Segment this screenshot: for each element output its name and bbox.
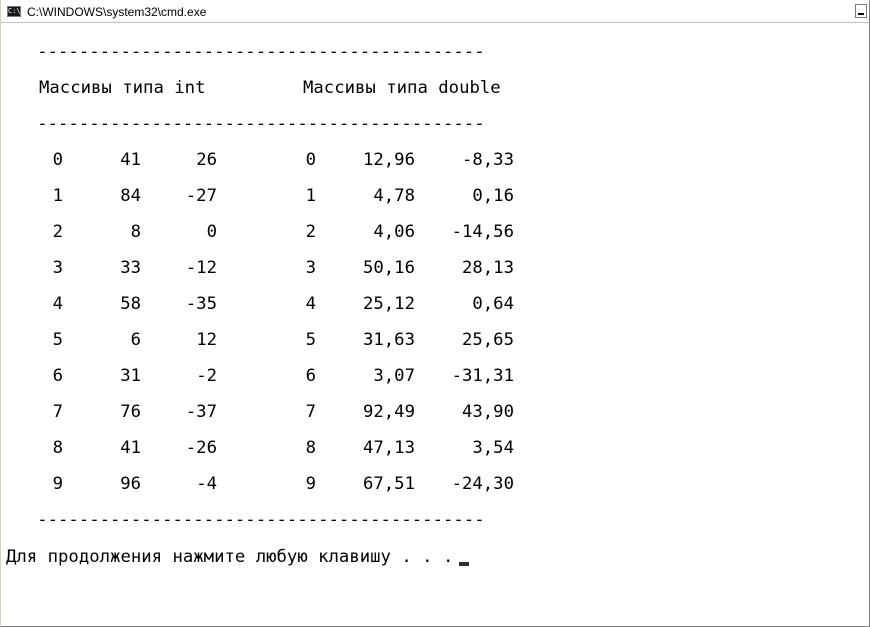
cell-c: 4,78 — [373, 186, 415, 206]
cell-j: 0 — [305, 150, 316, 170]
minimize-button[interactable] — [855, 4, 867, 18]
separator-top: ----------------------------------------… — [6, 42, 485, 62]
cell-b: -2 — [196, 366, 217, 386]
cell-b: -12 — [185, 258, 217, 278]
cell-a: 41 — [120, 438, 141, 458]
prompt-line: Для продолжения нажмите любую клавишу . … — [6, 546, 470, 568]
text-cursor — [459, 562, 470, 566]
cell-c: 25,12 — [362, 294, 415, 314]
cell-a: 41 — [120, 150, 141, 170]
cell-a: 76 — [120, 402, 141, 422]
console-output[interactable]: ----------------------------------------… — [1, 23, 869, 626]
cell-b: -4 — [196, 474, 217, 494]
minimize-icon — [858, 13, 864, 15]
cell-b: 12 — [196, 330, 217, 350]
cell-c: 50,16 — [362, 258, 415, 278]
cell-d: 0,16 — [472, 186, 514, 206]
separator-middle: ----------------------------------------… — [6, 114, 485, 134]
cell-a: 6 — [130, 330, 141, 350]
cell-a: 84 — [120, 186, 141, 206]
cell-i: 9 — [52, 474, 63, 494]
cell-i: 0 — [52, 150, 63, 170]
title-bar[interactable]: C:\ C:\WINDOWS\system32\cmd.exe — [1, 0, 869, 23]
cell-j: 5 — [305, 330, 316, 350]
cell-j: 3 — [305, 258, 316, 278]
cell-b: 26 — [196, 150, 217, 170]
cell-d: 25,65 — [461, 330, 514, 350]
cell-a: 58 — [120, 294, 141, 314]
cell-c: 47,13 — [362, 438, 415, 458]
cell-d: -8,33 — [461, 150, 514, 170]
cell-c: 67,51 — [362, 474, 415, 494]
cell-i: 3 — [52, 258, 63, 278]
cell-b: -37 — [185, 402, 217, 422]
cell-c: 92,49 — [362, 402, 415, 422]
cell-b: -26 — [185, 438, 217, 458]
cell-d: -31,31 — [451, 366, 514, 386]
cell-i: 8 — [52, 438, 63, 458]
cell-c: 3,07 — [373, 366, 415, 386]
cell-i: 1 — [52, 186, 63, 206]
cell-d: 0,64 — [472, 294, 514, 314]
cell-j: 9 — [305, 474, 316, 494]
cell-a: 31 — [120, 366, 141, 386]
cell-b: 0 — [206, 222, 217, 242]
cell-d: 28,13 — [461, 258, 514, 278]
cell-j: 1 — [305, 186, 316, 206]
cell-i: 7 — [52, 402, 63, 422]
cell-a: 33 — [120, 258, 141, 278]
header-double: Массивы типа double — [303, 78, 501, 98]
cell-b: -27 — [185, 186, 217, 206]
cell-i: 6 — [52, 366, 63, 386]
cell-i: 5 — [52, 330, 63, 350]
cell-d: -24,30 — [451, 474, 514, 494]
cell-j: 8 — [305, 438, 316, 458]
cell-a: 8 — [130, 222, 141, 242]
window-title: C:\WINDOWS\system32\cmd.exe — [27, 5, 207, 19]
cell-j: 7 — [305, 402, 316, 422]
cmd-icon[interactable]: C:\ — [7, 6, 21, 17]
cell-i: 4 — [52, 294, 63, 314]
cell-d: 3,54 — [472, 438, 514, 458]
cell-a: 96 — [120, 474, 141, 494]
header-int: Массивы типа int — [39, 78, 206, 98]
cell-j: 4 — [305, 294, 316, 314]
cell-c: 12,96 — [362, 150, 415, 170]
separator-bottom: ----------------------------------------… — [6, 510, 485, 530]
cell-j: 6 — [305, 366, 316, 386]
cell-d: 43,90 — [461, 402, 514, 422]
cell-c: 31,63 — [362, 330, 415, 350]
continue-prompt: Для продолжения нажмите любую клавишу . … — [6, 547, 454, 567]
cell-j: 2 — [305, 222, 316, 242]
cell-b: -35 — [185, 294, 217, 314]
cell-d: -14,56 — [451, 222, 514, 242]
cell-i: 2 — [52, 222, 63, 242]
cell-c: 4,06 — [373, 222, 415, 242]
